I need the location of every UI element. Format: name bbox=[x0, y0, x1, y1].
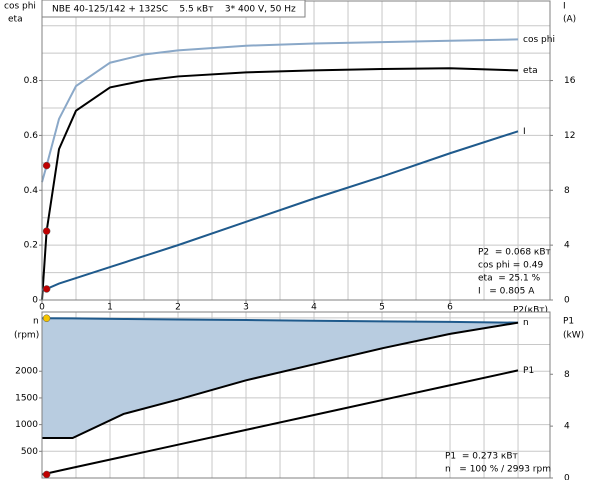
series-line bbox=[41, 369, 519, 476]
x-tick-label: 0 bbox=[39, 303, 45, 313]
y-tick-label: 0.8 bbox=[24, 76, 39, 86]
plot-area bbox=[42, 1, 550, 300]
x-axis-label: P2(кВт) bbox=[513, 306, 548, 316]
info-text: n = 100 % / 2993 rpm bbox=[445, 465, 551, 475]
series-line bbox=[41, 67, 519, 301]
y-tick-label: 0 bbox=[32, 296, 38, 306]
y2-tick-label: 4 bbox=[564, 422, 570, 432]
y-tick-label: 2000 bbox=[15, 367, 38, 377]
info-text: cos phi = 0.49 bbox=[478, 261, 543, 271]
series-label: cos phi bbox=[523, 35, 555, 45]
y2-tick-label: 4 bbox=[564, 241, 570, 251]
x-tick-label: 3 bbox=[243, 303, 249, 313]
y2-tick-label: 0 bbox=[564, 296, 570, 306]
series-line bbox=[41, 130, 519, 291]
y2-axis-label: I bbox=[563, 2, 566, 12]
y2-axis-label: P1 bbox=[563, 317, 574, 327]
y2-tick-label: 16 bbox=[564, 76, 576, 86]
y-tick-label: 1500 bbox=[15, 393, 38, 403]
info-text: I = 0.805 A bbox=[478, 287, 535, 297]
plot-frame bbox=[41, 311, 551, 479]
series-line bbox=[42, 317, 519, 324]
info-text: P2 = 0.068 кВт bbox=[478, 248, 551, 258]
y2-tick-label: 8 bbox=[564, 186, 570, 196]
y-axis-label: (rpm) bbox=[14, 331, 39, 341]
title-box bbox=[41, 0, 306, 18]
info-text: eta = 25.1 % bbox=[478, 274, 541, 284]
x-tick-label: 4 bbox=[311, 303, 317, 313]
x-tick-label: 1 bbox=[107, 303, 113, 313]
y-tick-label: 0.6 bbox=[24, 131, 39, 141]
info-text: P1 = 0.273 кВт bbox=[445, 452, 518, 462]
y-axis-label: n bbox=[33, 317, 39, 327]
series-label: n bbox=[523, 318, 529, 328]
y-tick-label: 0.4 bbox=[24, 186, 39, 196]
series-label: I bbox=[523, 127, 526, 137]
operating-point bbox=[42, 285, 51, 293]
series-line bbox=[41, 38, 519, 183]
y-tick-label: 1000 bbox=[15, 420, 38, 430]
operating-point bbox=[42, 314, 51, 322]
series-line bbox=[42, 321, 519, 439]
series-label: P1 bbox=[523, 366, 534, 376]
y-tick-label: 500 bbox=[21, 447, 38, 457]
y-tick-label: 0.2 bbox=[24, 241, 38, 251]
chart-title: NBE 40-125/142 + 132SC 5.5 кВт 3* 400 V,… bbox=[52, 5, 296, 15]
series-label: eta bbox=[523, 66, 538, 76]
operating-point bbox=[42, 227, 51, 235]
y2-tick-label: 8 bbox=[564, 370, 570, 380]
operating-point bbox=[42, 161, 51, 170]
x-tick-label: 5 bbox=[379, 303, 385, 313]
y2-axis-label: (A) bbox=[563, 15, 576, 25]
area-fill bbox=[42, 318, 519, 438]
y2-tick-label: 12 bbox=[564, 131, 575, 141]
x-tick-label: 2 bbox=[175, 303, 181, 313]
y-axis-label: cos phi bbox=[4, 2, 36, 12]
y2-tick-label: 0 bbox=[564, 474, 570, 480]
operating-point bbox=[42, 470, 51, 479]
y-axis-label: eta bbox=[8, 15, 23, 25]
x-tick-label: 6 bbox=[447, 303, 453, 313]
y2-axis-label: (kW) bbox=[563, 331, 584, 341]
